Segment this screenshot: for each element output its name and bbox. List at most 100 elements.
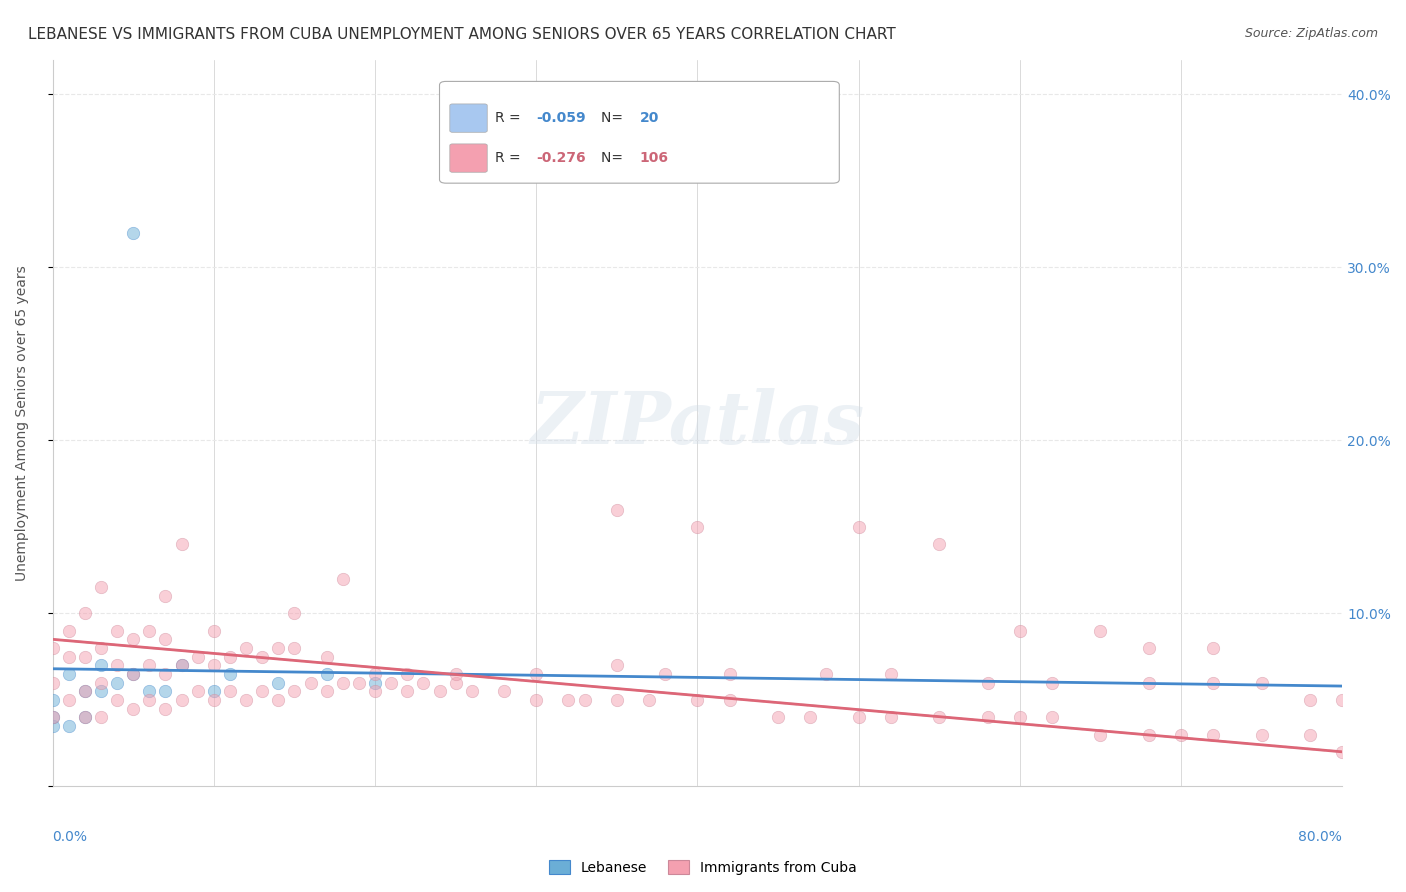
Point	[235, 640, 257, 655]
Point	[90, 675, 112, 690]
Point	[267, 693, 290, 707]
Point	[332, 572, 354, 586]
Point	[155, 589, 177, 603]
Point	[250, 684, 273, 698]
Point	[73, 607, 96, 621]
Point	[574, 693, 596, 707]
Point	[1202, 675, 1225, 690]
Point	[524, 667, 547, 681]
Point	[718, 667, 741, 681]
Point	[686, 693, 709, 707]
Point	[138, 624, 160, 638]
Point	[799, 710, 821, 724]
Point	[364, 667, 387, 681]
Point	[815, 667, 838, 681]
Point	[122, 632, 145, 647]
Point	[638, 693, 661, 707]
Text: N=: N=	[600, 151, 627, 165]
Point	[1008, 710, 1031, 724]
Point	[58, 624, 80, 638]
Point	[58, 667, 80, 681]
Point	[90, 684, 112, 698]
Point	[718, 693, 741, 707]
Point	[202, 624, 225, 638]
Point	[766, 710, 789, 724]
Point	[105, 658, 128, 673]
Point	[364, 675, 387, 690]
Point	[58, 649, 80, 664]
Point	[332, 675, 354, 690]
Point	[155, 667, 177, 681]
Point	[1090, 624, 1112, 638]
Text: Source: ZipAtlas.com: Source: ZipAtlas.com	[1244, 27, 1378, 40]
Point	[315, 684, 337, 698]
Point	[1202, 727, 1225, 741]
Y-axis label: Unemployment Among Seniors over 65 years: Unemployment Among Seniors over 65 years	[15, 265, 30, 581]
Point	[41, 719, 63, 733]
Point	[1250, 675, 1272, 690]
Point	[122, 667, 145, 681]
Point	[347, 675, 370, 690]
Point	[606, 502, 628, 516]
Point	[976, 675, 998, 690]
Point	[429, 684, 451, 698]
Point	[1202, 640, 1225, 655]
Point	[1299, 693, 1322, 707]
Point	[73, 649, 96, 664]
Point	[1040, 675, 1063, 690]
Point	[524, 693, 547, 707]
Text: 80.0%: 80.0%	[1298, 830, 1343, 844]
Point	[170, 693, 193, 707]
Point	[90, 581, 112, 595]
Point	[686, 520, 709, 534]
Point	[105, 675, 128, 690]
Point	[73, 710, 96, 724]
Point	[90, 640, 112, 655]
Point	[315, 649, 337, 664]
Point	[1331, 693, 1354, 707]
Point	[267, 675, 290, 690]
Point	[58, 719, 80, 733]
Point	[138, 658, 160, 673]
Point	[105, 693, 128, 707]
Point	[202, 693, 225, 707]
Point	[606, 658, 628, 673]
FancyBboxPatch shape	[450, 144, 488, 172]
Point	[1331, 745, 1354, 759]
FancyBboxPatch shape	[440, 81, 839, 183]
Point	[654, 667, 676, 681]
Point	[122, 667, 145, 681]
Point	[90, 710, 112, 724]
Point	[122, 226, 145, 240]
Point	[41, 710, 63, 724]
Point	[444, 667, 467, 681]
Point	[41, 693, 63, 707]
Point	[880, 710, 903, 724]
Point	[219, 667, 242, 681]
Text: N=: N=	[600, 111, 627, 125]
Point	[848, 710, 870, 724]
Point	[219, 684, 242, 698]
Point	[364, 684, 387, 698]
Point	[1008, 624, 1031, 638]
Point	[41, 675, 63, 690]
Point	[1137, 640, 1160, 655]
Point	[155, 701, 177, 715]
Point	[73, 710, 96, 724]
Point	[461, 684, 484, 698]
Point	[299, 675, 322, 690]
Point	[880, 667, 903, 681]
Point	[1090, 727, 1112, 741]
Point	[170, 658, 193, 673]
Point	[155, 684, 177, 698]
FancyBboxPatch shape	[450, 104, 488, 132]
Point	[219, 649, 242, 664]
Point	[557, 693, 579, 707]
Point	[122, 701, 145, 715]
Point	[105, 624, 128, 638]
Point	[138, 684, 160, 698]
Point	[492, 684, 515, 698]
Text: R =: R =	[495, 111, 524, 125]
Point	[315, 667, 337, 681]
Point	[73, 684, 96, 698]
